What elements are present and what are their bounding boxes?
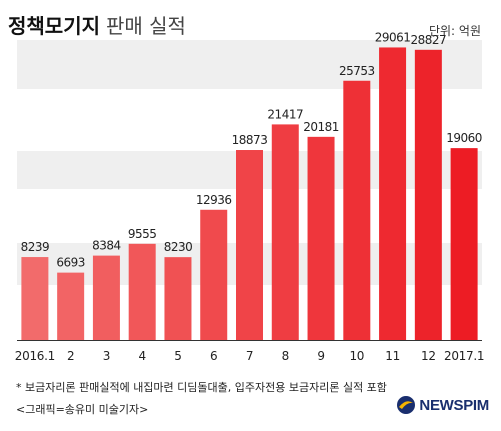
chart-title: 정책모기지 판매 실적 xyxy=(8,10,186,39)
data-label: 19060 xyxy=(446,131,482,145)
bar xyxy=(57,272,85,340)
background-band xyxy=(17,40,482,89)
bar xyxy=(450,148,478,340)
x-tick-label: 12 xyxy=(421,349,436,363)
newspim-logo-text: NEWSPIM xyxy=(419,396,489,414)
x-tick-label: 2017.1 xyxy=(444,349,484,363)
bar xyxy=(236,150,263,340)
bar xyxy=(21,257,49,340)
data-label: 28827 xyxy=(411,33,447,47)
data-label: 8239 xyxy=(21,240,50,254)
x-tick-label: 10 xyxy=(349,349,364,363)
x-tick-label: 9 xyxy=(317,349,324,363)
data-label: 12936 xyxy=(196,193,232,207)
x-tick-label: 2016.1 xyxy=(15,349,55,363)
x-tick-label: 4 xyxy=(139,349,146,363)
data-label: 21417 xyxy=(267,107,303,121)
bar xyxy=(379,47,407,340)
data-label: 20181 xyxy=(303,120,339,134)
bar xyxy=(271,124,299,341)
data-label: 6693 xyxy=(56,256,85,270)
bar xyxy=(164,257,192,340)
newspim-logo-icon xyxy=(397,396,416,414)
chart-title-main: 정책모기지 xyxy=(8,14,100,38)
bar xyxy=(200,209,228,340)
data-label: 25753 xyxy=(339,64,375,78)
bar xyxy=(128,243,156,340)
x-tick-label: 7 xyxy=(246,349,253,363)
data-label: 9555 xyxy=(128,227,157,241)
data-label: 29061 xyxy=(375,30,411,44)
bar xyxy=(343,80,371,340)
x-tick-label: 3 xyxy=(103,349,110,363)
chart-title-sub: 판매 실적 xyxy=(106,14,186,38)
bar xyxy=(307,136,335,340)
data-label: 8384 xyxy=(92,239,121,253)
footnote: * 보금자리론 판매실적에 내집마련 디딤돌대출, 입주자전용 보금자리론 실적… xyxy=(16,381,387,394)
x-tick-label: 5 xyxy=(174,349,181,363)
data-label: 8230 xyxy=(164,240,193,254)
unit-label: 단위: 억원 xyxy=(428,24,481,38)
bar xyxy=(414,49,442,341)
data-label: 18873 xyxy=(232,133,268,147)
newspim-logo: NEWSPIM xyxy=(397,396,489,414)
graphic-credit: <그래픽=송유미 미술기자> xyxy=(16,403,149,416)
bar xyxy=(92,255,120,340)
x-tick-label: 2 xyxy=(67,349,74,363)
x-tick-label: 8 xyxy=(282,349,289,363)
bar-chart: 8239 2016.1 6693 2 8384 3 9555 4 8230 5 12936 6 1887… xyxy=(15,30,485,363)
x-tick-label: 6 xyxy=(210,349,217,363)
x-tick-label: 11 xyxy=(385,349,400,363)
